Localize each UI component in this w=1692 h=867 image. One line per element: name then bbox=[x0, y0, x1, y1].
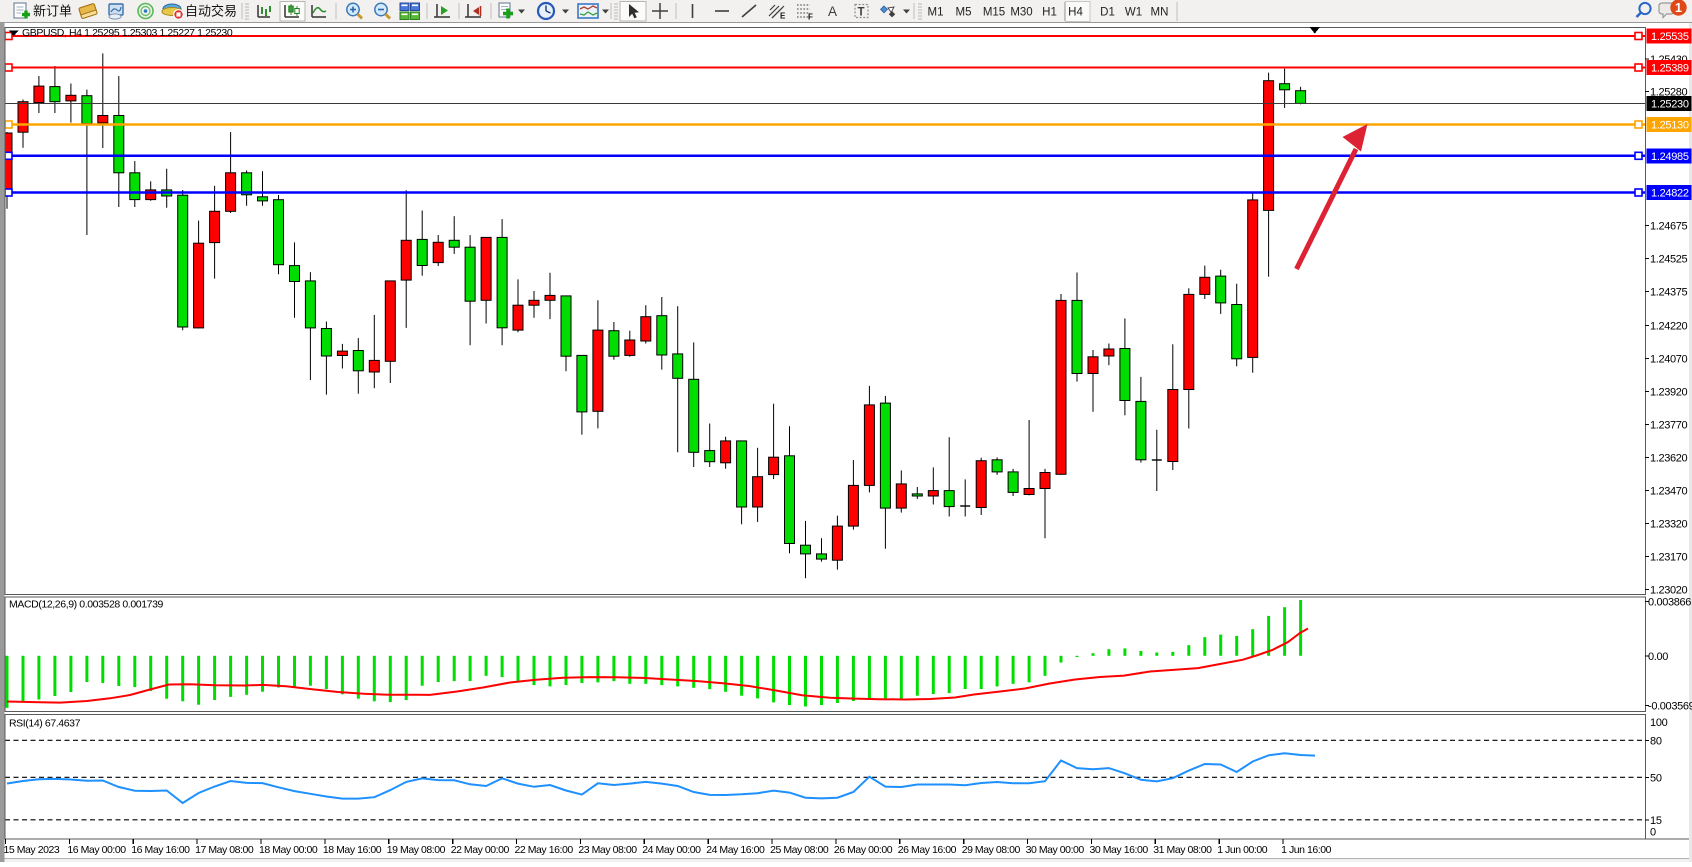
svg-text:H4: H4 bbox=[1068, 7, 1083, 19]
svg-text:H1: H1 bbox=[1042, 7, 1057, 19]
svg-text:26 May 00:00: 26 May 00:00 bbox=[834, 844, 893, 856]
svg-text:F: F bbox=[808, 13, 813, 22]
svg-text:1.23770: 1.23770 bbox=[1650, 419, 1688, 431]
svg-text:1.24220: 1.24220 bbox=[1650, 320, 1688, 332]
svg-text:80: 80 bbox=[1650, 735, 1662, 747]
svg-text:18 May 00:00: 18 May 00:00 bbox=[259, 844, 318, 856]
svg-text:0: 0 bbox=[1650, 827, 1656, 839]
svg-text:1.23020: 1.23020 bbox=[1650, 584, 1688, 596]
svg-text:1.24525: 1.24525 bbox=[1650, 253, 1688, 265]
svg-text:W1: W1 bbox=[1125, 7, 1142, 19]
svg-text:26 May 16:00: 26 May 16:00 bbox=[898, 844, 957, 856]
svg-text:1.25389: 1.25389 bbox=[1651, 63, 1689, 75]
svg-text:E: E bbox=[780, 12, 786, 21]
svg-text:1.24822: 1.24822 bbox=[1651, 188, 1689, 200]
svg-text:新订单: 新订单 bbox=[33, 4, 72, 19]
svg-text:1.25130: 1.25130 bbox=[1651, 120, 1689, 132]
svg-text:1.24985: 1.24985 bbox=[1651, 151, 1689, 163]
svg-text:31 May 08:00: 31 May 08:00 bbox=[1153, 844, 1212, 856]
svg-text:1.23470: 1.23470 bbox=[1650, 485, 1688, 497]
svg-text:1.25535: 1.25535 bbox=[1651, 31, 1689, 43]
svg-text:30 May 00:00: 30 May 00:00 bbox=[1026, 844, 1085, 856]
svg-text:18 May 16:00: 18 May 16:00 bbox=[323, 844, 382, 856]
svg-text:MN: MN bbox=[1151, 7, 1169, 19]
svg-text:23 May 08:00: 23 May 08:00 bbox=[578, 844, 637, 856]
svg-text:1.23920: 1.23920 bbox=[1650, 386, 1688, 398]
svg-text:29 May 08:00: 29 May 08:00 bbox=[962, 844, 1021, 856]
svg-text:1.24675: 1.24675 bbox=[1650, 220, 1688, 232]
svg-text:1.25230: 1.25230 bbox=[1651, 99, 1689, 111]
svg-text:1 Jun 16:00: 1 Jun 16:00 bbox=[1281, 844, 1332, 856]
svg-text:D1: D1 bbox=[1100, 7, 1115, 19]
svg-text:24 May 00:00: 24 May 00:00 bbox=[642, 844, 701, 856]
svg-text:-0.003569: -0.003569 bbox=[1648, 700, 1692, 712]
svg-text:RSI(14) 67.4637: RSI(14) 67.4637 bbox=[9, 718, 81, 730]
svg-text:0.00: 0.00 bbox=[1648, 651, 1668, 663]
svg-text:16 May 00:00: 16 May 00:00 bbox=[67, 844, 126, 856]
svg-text:M1: M1 bbox=[928, 7, 944, 19]
svg-text:GBPUSD, H4 1.25295 1.25303 1.2: GBPUSD, H4 1.25295 1.25303 1.25227 1.252… bbox=[22, 27, 233, 39]
svg-text:22 May 00:00: 22 May 00:00 bbox=[451, 844, 510, 856]
svg-text:A: A bbox=[828, 4, 837, 19]
svg-text:M5: M5 bbox=[956, 7, 972, 19]
svg-text:15 May 2023: 15 May 2023 bbox=[4, 844, 60, 856]
svg-text:22 May 16:00: 22 May 16:00 bbox=[515, 844, 574, 856]
svg-text:1.25280: 1.25280 bbox=[1650, 87, 1688, 99]
svg-text:1.24375: 1.24375 bbox=[1650, 286, 1688, 298]
svg-text:16 May 16:00: 16 May 16:00 bbox=[131, 844, 190, 856]
svg-text:24 May 16:00: 24 May 16:00 bbox=[706, 844, 765, 856]
svg-text:17 May 08:00: 17 May 08:00 bbox=[195, 844, 254, 856]
svg-text:1: 1 bbox=[1675, 1, 1682, 15]
svg-text:1.23620: 1.23620 bbox=[1650, 452, 1688, 464]
svg-text:MACD(12,26,9) 0.003528 0.00173: MACD(12,26,9) 0.003528 0.001739 bbox=[9, 599, 164, 611]
svg-text:50: 50 bbox=[1650, 772, 1662, 784]
svg-text:M30: M30 bbox=[1010, 7, 1032, 19]
svg-text:1.23320: 1.23320 bbox=[1650, 518, 1688, 530]
svg-text:1 Jun 00:00: 1 Jun 00:00 bbox=[1217, 844, 1268, 856]
svg-text:100: 100 bbox=[1650, 717, 1668, 729]
svg-text:M15: M15 bbox=[983, 7, 1005, 19]
svg-text:0.003866: 0.003866 bbox=[1648, 596, 1691, 608]
svg-text:25 May 08:00: 25 May 08:00 bbox=[770, 844, 829, 856]
svg-text:15: 15 bbox=[1650, 815, 1662, 827]
svg-text:T: T bbox=[858, 7, 865, 19]
svg-text:30 May 16:00: 30 May 16:00 bbox=[1090, 844, 1149, 856]
svg-text:19 May 08:00: 19 May 08:00 bbox=[387, 844, 446, 856]
svg-text:1.23170: 1.23170 bbox=[1650, 551, 1688, 563]
svg-text:1.24070: 1.24070 bbox=[1650, 353, 1688, 365]
svg-text:自动交易: 自动交易 bbox=[185, 4, 237, 19]
